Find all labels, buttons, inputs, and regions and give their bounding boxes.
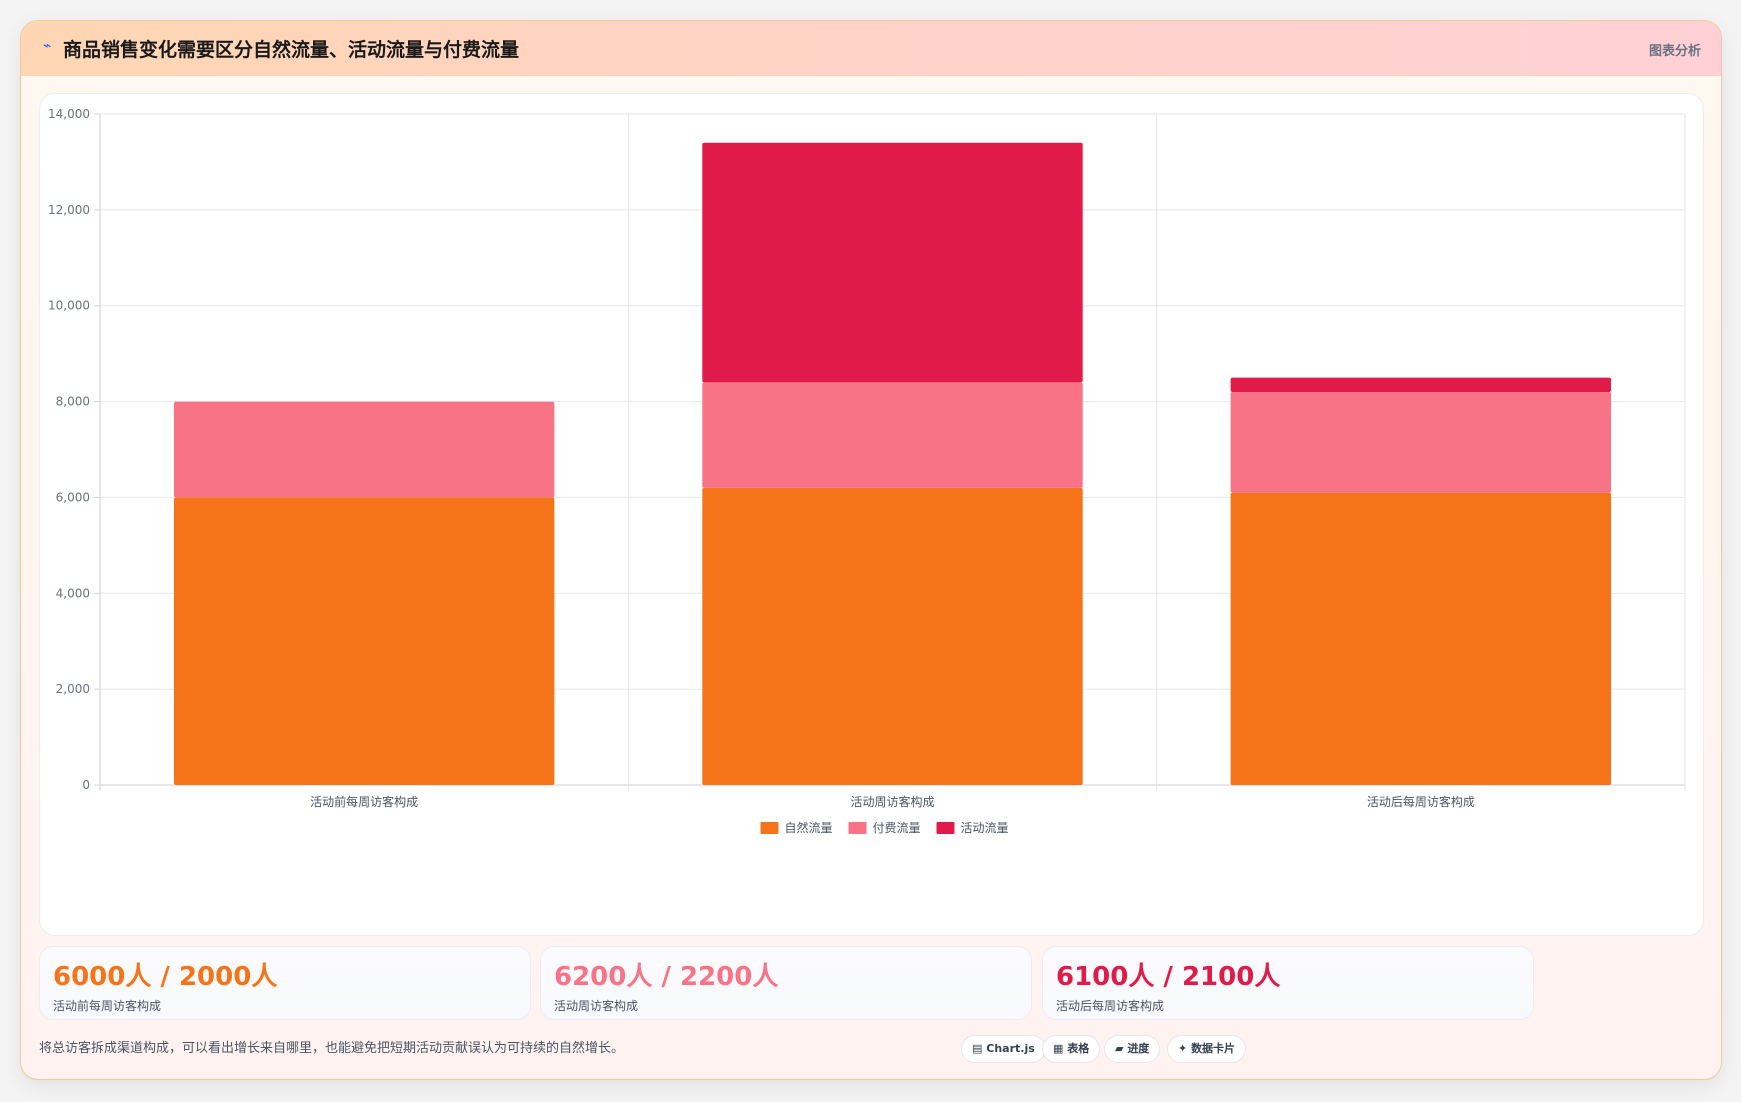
chip-table[interactable]: ▦ 表格	[1042, 1035, 1101, 1063]
legend-swatch	[760, 822, 779, 834]
y-tick-label: 6,000	[56, 490, 90, 504]
bar-segment	[702, 487, 1083, 785]
bar-segment	[1230, 377, 1612, 392]
chart-card: ⌁ 商品销售变化需要区分自然流量、活动流量与付费流量 图表分析 0 2,000 4,…	[20, 20, 1722, 1080]
table-icon: ▦	[1053, 1042, 1064, 1055]
chart-analysis-tag: 图表分析	[1648, 44, 1701, 59]
chip-label: 数据卡片	[1191, 1042, 1236, 1055]
chip-data-card[interactable]: ✦ 数据卡片	[1167, 1035, 1247, 1063]
bar-segment	[1230, 492, 1612, 785]
y-tick-label: 12,000	[48, 203, 90, 217]
legend-label: 付费流量	[873, 821, 921, 835]
footnote: 将总访客拆成渠道构成，可以看出增长来自哪里，也能避免把短期活动贡献误认为可持续的…	[39, 1041, 625, 1056]
x-tick-label: 活动周访客构成	[850, 794, 934, 809]
stat-label: 活动后每周访客构成	[1056, 999, 1165, 1013]
stat-value: 6000人 / 2000人	[53, 962, 278, 992]
chip-label: 进度	[1127, 1042, 1150, 1055]
chip-label: Chart.js	[986, 1042, 1035, 1055]
bar-segment	[173, 497, 555, 785]
stat-label: 活动前每周访客构成	[53, 999, 162, 1013]
stacked-bar-chart: 0 2,000 4,000 6,000 8,000 10,000 12,000 14,000 活…	[48, 107, 1686, 835]
x-tick-label: 活动后每周访客构成	[1367, 794, 1475, 809]
chart-icon: ▤	[972, 1042, 983, 1055]
chart-line-icon: ⌁	[43, 38, 52, 54]
y-tick-label: 10,000	[48, 299, 90, 313]
sparkle-icon: ✦	[1178, 1042, 1188, 1055]
x-tick-label: 活动前每周访客构成	[310, 794, 418, 809]
y-tick-label: 4,000	[56, 586, 90, 600]
progress-icon: ▰	[1115, 1042, 1124, 1055]
stat-label: 活动周访客构成	[554, 999, 639, 1013]
chart-container: 0 2,000 4,000 6,000 8,000 10,000 12,000 14,000 活…	[39, 93, 1704, 936]
legend-swatch	[848, 822, 867, 834]
bar-segment	[702, 382, 1083, 488]
stat-card-before: 6000人 / 2000人 活动前每周访客构成	[39, 946, 531, 1020]
y-tick-label: 14,000	[48, 107, 90, 121]
legend-label: 自然流量	[785, 820, 833, 835]
chip-label: 表格	[1067, 1042, 1090, 1055]
legend-label: 活动流量	[961, 821, 1009, 835]
y-tick-label: 0	[82, 778, 90, 792]
stat-card-during: 6200人 / 2200人 活动周访客构成	[540, 946, 1032, 1020]
bar-segment	[702, 142, 1083, 383]
legend-swatch	[936, 822, 955, 834]
y-tick-label: 2,000	[56, 682, 90, 696]
chip-progress[interactable]: ▰ 进度	[1104, 1035, 1161, 1063]
page-title: 商品销售变化需要区分自然流量、活动流量与付费流量	[63, 39, 520, 61]
y-tick-label: 8,000	[56, 395, 90, 409]
chip-chartjs[interactable]: ▤ Chart.js	[961, 1035, 1046, 1063]
stat-card-after: 6100人 / 2100人 活动后每周访客构成	[1042, 946, 1534, 1020]
card-header: ⌁ 商品销售变化需要区分自然流量、活动流量与付费流量 图表分析	[21, 21, 1721, 76]
stat-value: 6200人 / 2200人	[554, 962, 779, 992]
bar-segment	[1230, 391, 1612, 493]
bar-segment	[173, 401, 555, 498]
stat-value: 6100人 / 2100人	[1056, 962, 1281, 992]
